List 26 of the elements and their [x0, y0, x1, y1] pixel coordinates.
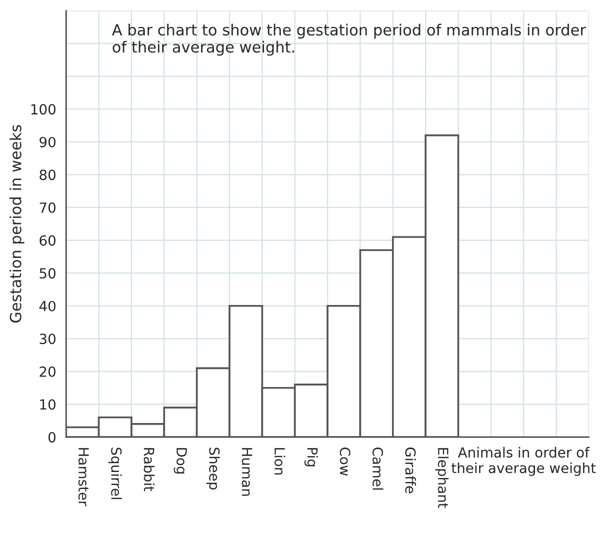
y-axis-title: Gestation period in weeks — [10, 125, 24, 323]
y-tick-label: 50 — [40, 268, 56, 279]
x-tick-label: Elephant — [435, 448, 449, 508]
y-tick-label: 100 — [31, 104, 56, 115]
y-tick-label: 40 — [39, 300, 56, 312]
y-tick-label: 0 — [48, 432, 56, 443]
x-tick-label: Pig — [304, 448, 318, 466]
y-tick-label: 20 — [40, 366, 56, 377]
y-tick-label: 90 — [40, 136, 56, 148]
x-tick-label: Dog — [174, 448, 187, 474]
x-tick-label: Squirrel — [108, 448, 122, 500]
x-tick-label: Sheep — [206, 448, 220, 490]
y-tick-label: 80 — [40, 170, 56, 180]
y-tick-label: 60 — [40, 235, 56, 246]
x-tick-label: Rabbit — [144, 448, 155, 492]
x-tick-label: Hamster — [78, 448, 89, 506]
y-tick-label: 10 — [40, 399, 56, 410]
y-tick-label: 70 — [40, 202, 56, 213]
x-axis-title: Animals in order of their average weight — [452, 446, 596, 476]
x-tick-label: Human — [242, 448, 252, 496]
x-tick-label: Lion — [274, 448, 286, 474]
y-tick-label: 30 — [40, 334, 56, 344]
text: A bar chart to show the gestation period of mammals in order of their average weight. — [112, 24, 586, 56]
x-tick-label: Cow — [340, 448, 350, 476]
x-tick-label: Camel — [372, 448, 384, 490]
x-tick-label: Giraffe — [405, 448, 416, 494]
